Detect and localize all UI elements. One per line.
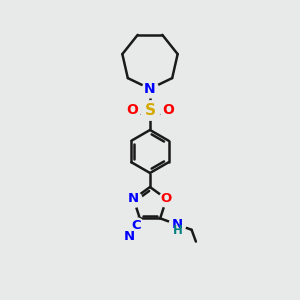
Text: C: C bbox=[131, 219, 141, 232]
Text: O: O bbox=[162, 103, 174, 117]
Text: N: N bbox=[172, 218, 183, 231]
Text: O: O bbox=[161, 193, 172, 206]
Text: N: N bbox=[144, 82, 156, 96]
Text: N: N bbox=[128, 193, 139, 206]
Text: O: O bbox=[126, 103, 138, 117]
Text: H: H bbox=[173, 224, 183, 237]
Text: N: N bbox=[124, 230, 135, 244]
Text: S: S bbox=[145, 103, 155, 118]
